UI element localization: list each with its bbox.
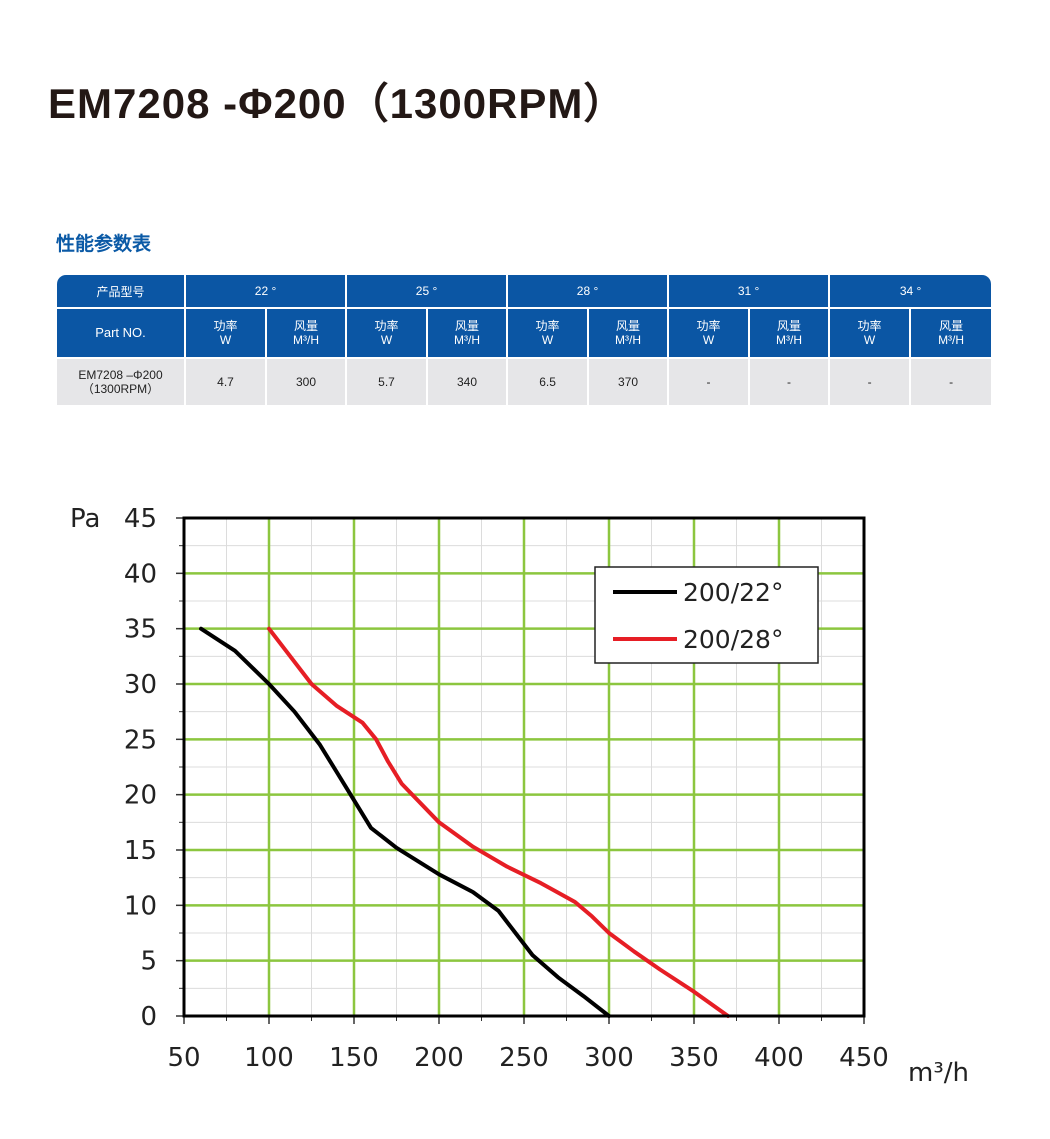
table-cell: 370 [589,359,670,405]
flow-unit: M³/H [615,333,642,347]
x-tick-label: 400 [754,1043,804,1073]
table-cell: 340 [428,359,509,405]
y-tick-label: 35 [124,615,157,645]
table-cell: 300 [267,359,348,405]
header-angle: 22 ° [186,275,348,309]
series-line [267,626,730,1018]
flow-label: 风量 [616,319,641,333]
header-angle: 31 ° [669,275,831,309]
chart-legend: 200/22° 200/28° [594,566,819,664]
header-angle: 34 ° [830,275,992,309]
legend-box [594,566,819,664]
header-flow: 风量 M³/H [428,309,509,359]
table-cell: 5.7 [347,359,429,405]
x-tick-label: 50 [167,1043,200,1073]
chart-axes: 50 100 150 200 250 300 350 400 450 0 5 10 15 20 25 30 35… [124,504,889,1073]
y-tick-label: 0 [140,1002,157,1032]
header-flow: 风量 M³/H [911,309,992,359]
flow-unit: M³/H [776,333,803,347]
flow-label: 风量 [455,319,480,333]
header-angle: 28 ° [508,275,670,309]
x-tick-label: 300 [584,1043,634,1073]
table-header-row: 产品型号 22 ° 25 ° 28 ° 31 ° 34 ° [57,275,992,309]
header-flow: 风量 M³/H [750,309,831,359]
model-line2: （1300RPM） [81,382,160,396]
x-tick-label: 350 [669,1043,719,1073]
y-tick-label: 30 [124,670,157,700]
y-tick-label: 5 [140,947,157,977]
power-unit: W [380,333,393,347]
power-unit: W [702,333,715,347]
y-tick-label: 20 [124,781,157,811]
x-tick-label: 150 [329,1043,379,1073]
header-power: 功率 W [347,309,429,359]
flow-unit: M³/H [454,333,481,347]
chart-series [199,626,730,1018]
legend-label: 200/22° [683,578,783,607]
x-tick-label: 450 [839,1043,889,1073]
power-label: 功率 [857,319,882,333]
x-tick-label: 100 [244,1043,294,1073]
legend-label: 200/28° [683,625,783,654]
x-tick-label: 250 [499,1043,549,1073]
table-cell: - [830,359,912,405]
header-flow: 风量 M³/H [589,309,670,359]
page-title: EM7208 -Φ200（1300RPM） [48,80,627,127]
table-cell: - [750,359,831,405]
model-line1: EM7208 –Φ200 [78,368,163,382]
cell-model: EM7208 –Φ200 （1300RPM） [57,359,186,405]
table-cell: 6.5 [508,359,590,405]
x-axis-label: m³/h [908,1058,969,1088]
y-tick-label: 15 [124,836,157,866]
power-unit: W [863,333,876,347]
y-tick-label: 10 [124,891,157,921]
flow-unit: M³/H [293,333,319,347]
y-tick-label: 45 [124,504,157,534]
plot-frame [182,516,866,1018]
header-flow: 风量 M³/H [267,309,348,359]
header-power: 功率 W [669,309,751,359]
y-tick-label: 40 [124,559,157,589]
power-label: 功率 [535,319,560,333]
x-tick-label: 200 [414,1043,464,1073]
header-model: 产品型号 [57,275,186,309]
header-power: 功率 W [186,309,267,359]
flow-label: 风量 [777,319,802,333]
flow-label: 风量 [939,319,964,333]
y-tick-label: 25 [124,725,157,755]
table-cell: - [911,359,992,405]
flow-label: 风量 [294,319,319,333]
section-title: 性能参数表 [56,234,152,255]
power-label: 功率 [374,319,399,333]
power-label: 功率 [213,319,238,333]
series-line [199,626,611,1018]
flow-unit: M³/H [938,333,965,347]
y-axis-label: Pa [70,504,100,534]
power-label: 功率 [696,319,721,333]
spec-table: 产品型号 22 ° 25 ° 28 ° 31 ° 34 ° Part NO. 功… [57,275,992,405]
header-power: 功率 W [830,309,912,359]
power-unit: W [219,333,232,347]
power-unit: W [541,333,554,347]
header-angle: 25 ° [347,275,509,309]
table-cell: 4.7 [186,359,267,405]
table-cell: - [669,359,751,405]
header-power: 功率 W [508,309,590,359]
table-subheader-row: Part NO. 功率 W 风量 M³/H 功率 W 风量 M³/H 功率 W 风量 M³/… [57,309,992,359]
header-partno: Part NO. [57,309,186,359]
pq-curve-chart: 50 100 150 200 250 300 350 400 450 0 5 10 15 20 25 30 35… [70,504,969,1088]
table-row: EM7208 –Φ200 （1300RPM） 4.7 300 5.7 340 6.… [57,359,992,405]
